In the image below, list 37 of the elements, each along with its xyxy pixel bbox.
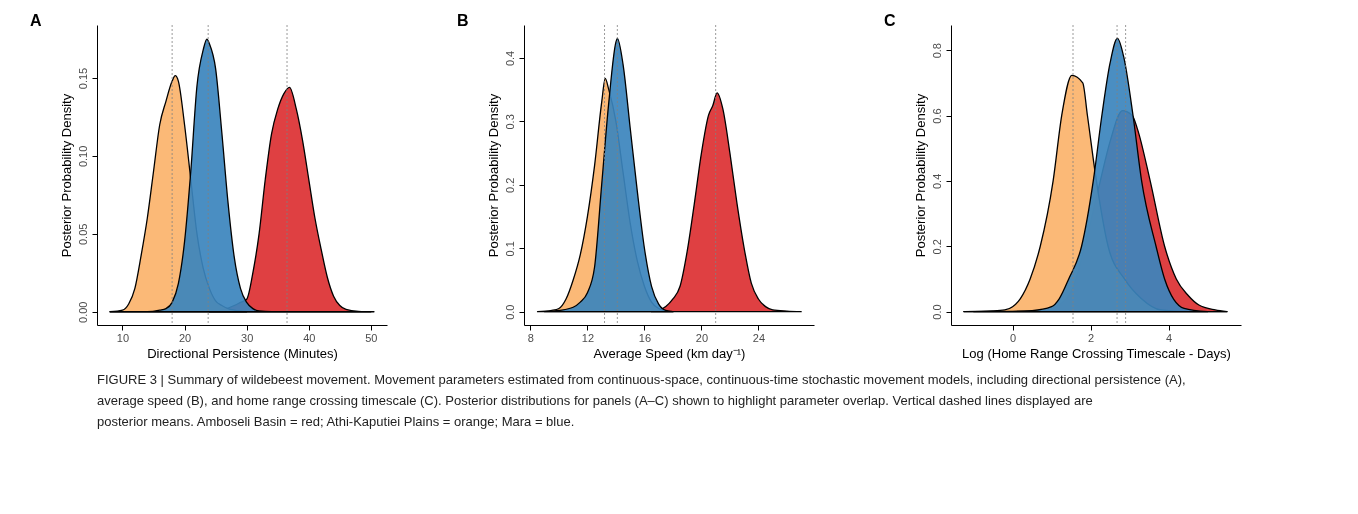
y-tick-label: 0.0 bbox=[503, 304, 516, 320]
y-tick-label: 0.4 bbox=[930, 173, 943, 190]
y-tick-label: 0.2 bbox=[503, 177, 516, 193]
x-tick-label: 8 bbox=[527, 331, 534, 344]
y-tick-label: 0.3 bbox=[503, 114, 516, 130]
caption: FIGURE 3 | Summary of wildebeest movement. Movement parameters estimated from continuous-space, continuous-time stochastic movement models, including directional persistence (A), average speed (B), and home range crossing timescale (C). Posterior distributions for panels (A–C) shown to highlight parameter overlap. Vertical dashed lines displayed are posterior means. Amboseli Basin = red; Athi-Kaputiei Plains = orange; Mara = blue. bbox=[97, 372, 1186, 429]
x-tick-label: 24 bbox=[752, 331, 766, 344]
y-tick-label: 0.10 bbox=[76, 145, 89, 168]
y-tick-label: 0.1 bbox=[503, 241, 516, 257]
x-tick-label: 0 bbox=[1010, 331, 1017, 344]
y-axis-title: Posterior Probability Density bbox=[912, 93, 928, 258]
y-tick-label: 0.4 bbox=[503, 50, 516, 67]
y-tick-label: 0.05 bbox=[76, 223, 89, 246]
x-tick-label: 10 bbox=[116, 331, 130, 344]
x-tick-label: 30 bbox=[241, 331, 254, 344]
y-axis-title: Posterior Probability Density bbox=[58, 93, 74, 258]
y-tick-label: 0.6 bbox=[930, 108, 943, 124]
x-tick-label: 20 bbox=[695, 331, 709, 344]
x-tick-label: 16 bbox=[638, 331, 652, 344]
chart-title: B bbox=[457, 11, 469, 29]
x-axis-title: Average Speed (km day⁻¹) bbox=[593, 345, 746, 361]
x-tick-label: 2 bbox=[1087, 331, 1095, 344]
y-tick-label: 0.2 bbox=[930, 239, 943, 255]
x-axis-title: Directional Persistence (Minutes) bbox=[147, 345, 338, 361]
y-axis-title: Posterior Probability Density bbox=[485, 93, 501, 258]
x-axis-title: Log (Home Range Crossing Timescale - Days) bbox=[962, 345, 1231, 361]
x-tick-label: 20 bbox=[178, 331, 192, 344]
y-tick-label: 0.0 bbox=[930, 304, 943, 320]
y-tick-label: 0.15 bbox=[76, 67, 89, 90]
x-tick-label: 50 bbox=[365, 331, 378, 344]
y-tick-label: 0.00 bbox=[76, 301, 89, 323]
chart-title: A bbox=[30, 11, 42, 29]
y-tick-label: 0.8 bbox=[930, 43, 943, 59]
chart-title: C bbox=[884, 11, 896, 29]
x-tick-label: 4 bbox=[1165, 331, 1173, 344]
x-tick-label: 12 bbox=[581, 331, 595, 344]
x-tick-label: 40 bbox=[303, 331, 316, 344]
